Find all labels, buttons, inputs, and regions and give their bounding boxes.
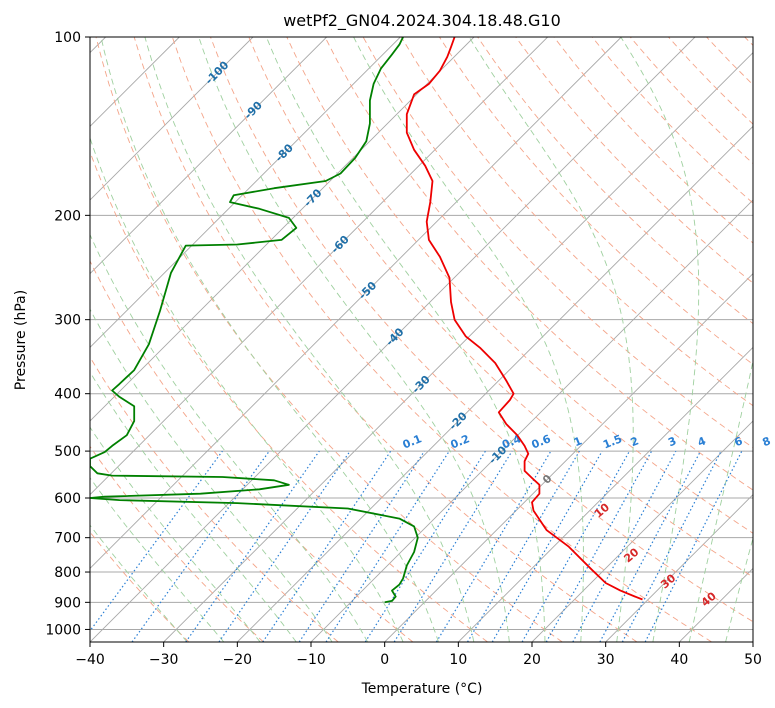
x-tick-label: 10 bbox=[449, 652, 467, 668]
dry-adiabat-line bbox=[133, 37, 638, 642]
dewpoint-profile-line bbox=[90, 37, 419, 604]
mixing-ratio-line bbox=[364, 450, 486, 642]
mixing-ratio-line bbox=[545, 450, 653, 642]
moist-adiabat-line bbox=[620, 37, 700, 642]
x-tick-label: −40 bbox=[75, 652, 105, 668]
isotherm-line bbox=[384, 273, 753, 642]
mixing-ratio-line bbox=[185, 450, 320, 642]
moist-adiabat-line bbox=[90, 233, 369, 642]
x-tick-label: 40 bbox=[670, 652, 688, 668]
moist-adiabat-line bbox=[90, 426, 261, 642]
y-tick-label: 200 bbox=[54, 208, 81, 224]
isotherm-line bbox=[531, 420, 753, 642]
temperature-profile-line bbox=[405, 37, 643, 601]
moist-adiabat-line bbox=[90, 477, 225, 642]
mixing-ratio-label: 8 bbox=[761, 434, 773, 449]
moist-adiabat-line bbox=[90, 371, 297, 642]
plot-frame bbox=[89, 36, 754, 643]
isotherm-line bbox=[90, 37, 548, 496]
y-tick-label: 600 bbox=[54, 491, 81, 507]
mixing-ratio-line bbox=[521, 450, 631, 642]
moist-adiabat-line bbox=[144, 37, 475, 642]
mixing-ratio-label: 1 bbox=[572, 434, 584, 449]
background-lines bbox=[90, 37, 753, 642]
mixing-ratio-line bbox=[218, 450, 351, 642]
isotherm-line bbox=[163, 52, 753, 642]
mixing-ratio-line bbox=[435, 450, 552, 642]
mixing-ratio-line bbox=[325, 450, 450, 642]
mixing-ratio-line bbox=[393, 450, 513, 642]
dry-adiabat-line bbox=[95, 37, 563, 642]
y-tick-label: 800 bbox=[54, 565, 81, 581]
moist-adiabat-line bbox=[198, 37, 510, 642]
y-tick-label: 700 bbox=[54, 531, 81, 547]
y-axis-label: Pressure (hPa) bbox=[13, 290, 29, 390]
mixing-ratio-line bbox=[466, 450, 580, 642]
x-tick-label: −10 bbox=[296, 652, 326, 668]
isotherm-line bbox=[90, 37, 327, 275]
y-axis-ticks: 1000 900 800 700 600 500 400 300 200 100 bbox=[45, 30, 90, 638]
dry-adiabat-line bbox=[515, 37, 753, 284]
dry-adiabat-line bbox=[171, 37, 712, 642]
y-tick-label: 1000 bbox=[45, 622, 81, 638]
dry-adiabat-line bbox=[90, 445, 264, 642]
moist-adiabat-line bbox=[90, 524, 188, 642]
x-tick-label: 20 bbox=[523, 652, 541, 668]
moist-adiabat-line bbox=[90, 136, 404, 642]
mixing-ratio-label: 3 bbox=[666, 434, 678, 449]
isotherm-line bbox=[90, 37, 696, 642]
y-tick-label: 500 bbox=[54, 444, 81, 460]
x-tick-label: 0 bbox=[380, 652, 389, 668]
moist-adiabat-line bbox=[265, 37, 546, 642]
moist-adiabat-line bbox=[688, 359, 753, 642]
isotherm-line bbox=[237, 125, 753, 642]
plot-background bbox=[90, 37, 753, 642]
x-tick-label: −20 bbox=[223, 652, 253, 668]
y-tick-label: 100 bbox=[54, 30, 81, 46]
y-tick-label: 900 bbox=[54, 595, 81, 611]
mixing-ratio-line bbox=[572, 450, 677, 642]
moist-adiabat-line bbox=[90, 308, 333, 642]
dry-adiabat-line bbox=[90, 259, 414, 642]
dry-adiabat-line bbox=[210, 37, 753, 623]
isotherm-line bbox=[90, 37, 254, 201]
dry-adiabat-line bbox=[286, 37, 753, 534]
chart-title: wetPf2_GN04.2024.304.18.48.G10 bbox=[283, 11, 561, 31]
x-axis-ticks: −40 −30 −20 −10 0 10 20 30 40 50 bbox=[75, 642, 762, 668]
moist-adiabat-line bbox=[100, 37, 439, 642]
isotherm-line bbox=[90, 37, 622, 569]
isotherm-line bbox=[605, 494, 753, 642]
x-tick-label: 30 bbox=[597, 652, 615, 668]
dry-adiabat-line bbox=[248, 37, 753, 578]
y-tick-label: 400 bbox=[54, 387, 81, 403]
mixing-ratio-label: 2 bbox=[629, 434, 641, 449]
profiles bbox=[90, 37, 643, 604]
dry-adiabat-line bbox=[324, 37, 753, 491]
moist-adiabat-line bbox=[353, 37, 584, 642]
isotherm-line bbox=[458, 346, 753, 642]
x-tick-label: −30 bbox=[149, 652, 179, 668]
isotherm-line bbox=[90, 37, 401, 348]
moist-adiabat-line bbox=[725, 536, 753, 642]
x-tick-label: 50 bbox=[744, 652, 762, 668]
mixing-ratio-line bbox=[491, 450, 603, 642]
isotherm-line bbox=[90, 37, 475, 422]
y-tick-label: 300 bbox=[54, 313, 81, 329]
x-axis-label: Temperature (°C) bbox=[361, 681, 483, 697]
dry-adiabat-line bbox=[90, 356, 339, 642]
